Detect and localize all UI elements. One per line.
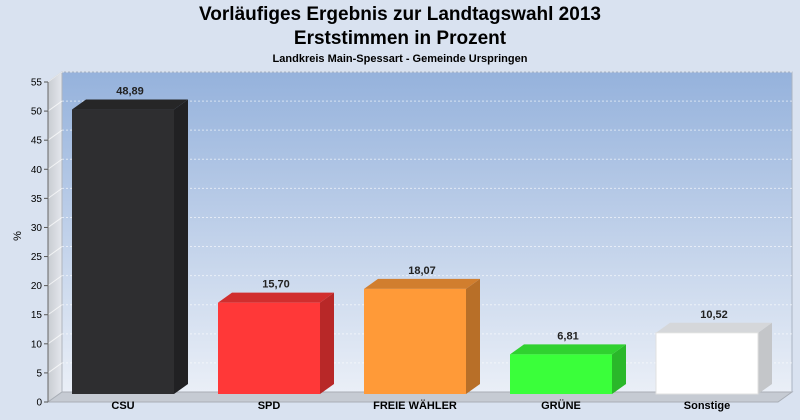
gridline-side [47, 333, 63, 345]
y-tick-label: 30 [31, 223, 43, 234]
bar [510, 354, 612, 394]
bar-side [466, 278, 480, 394]
y-tick-label: 0 [36, 398, 42, 409]
bar-value-label: 15,70 [262, 279, 290, 291]
bar-top [72, 99, 188, 110]
x-category-label: Sonstige [684, 400, 730, 412]
bar-side [612, 344, 626, 394]
gridline-side [47, 129, 63, 141]
bar-top [510, 344, 626, 355]
chart-region: Landkreis Main-Spessart - Gemeinde Urspr… [272, 53, 528, 65]
gridline-side [47, 100, 63, 112]
bar-top [218, 292, 334, 303]
x-category-label: FREIE WÄHLER [373, 399, 457, 412]
gridline-side [47, 246, 63, 257]
y-tick-label: 55 [31, 78, 43, 89]
y-tick-label: 20 [31, 281, 43, 292]
plot-floor [46, 391, 794, 403]
gridline-side [47, 158, 63, 170]
bar [655, 332, 759, 395]
y-tick-label: 35 [31, 194, 43, 205]
y-tick-label: 45 [31, 136, 43, 147]
bar-value-label: 48,89 [116, 86, 144, 98]
gridline-side [47, 362, 63, 374]
bar [364, 288, 466, 394]
x-category-label: SPD [258, 400, 281, 412]
y-tick-label: 50 [31, 107, 43, 118]
bar-value-label: 18,07 [408, 265, 436, 277]
bar-top [364, 278, 480, 289]
bar-side [174, 99, 188, 395]
gridline-side [47, 275, 63, 287]
y-tick-label: 40 [31, 165, 43, 176]
bar-value-label: 6,81 [557, 330, 578, 342]
gridline-side [47, 304, 63, 316]
bar-top [656, 322, 772, 333]
gridline-side [47, 71, 63, 83]
y-axis-label: % [12, 231, 24, 241]
gridline-side [47, 217, 63, 228]
y-tick-label: 15 [31, 310, 43, 321]
bar [72, 109, 174, 395]
x-category-label: CSU [111, 400, 134, 412]
chart-title: Vorläufiges Ergebnis zur Landtagswahl 20… [199, 4, 601, 25]
bar-side [320, 292, 334, 394]
bar-value-label: 10,52 [700, 309, 728, 321]
x-category-label: GRÜNE [541, 399, 581, 412]
bar-side [758, 322, 772, 394]
plot-side-wall [47, 71, 63, 403]
y-tick-label: 5 [36, 368, 42, 379]
gridline-side [47, 187, 63, 199]
y-tick-label: 25 [31, 252, 43, 263]
y-tick-label: 10 [31, 339, 43, 350]
bar [218, 302, 320, 394]
chart-subtitle: Erststimmen in Prozent [293, 28, 507, 49]
